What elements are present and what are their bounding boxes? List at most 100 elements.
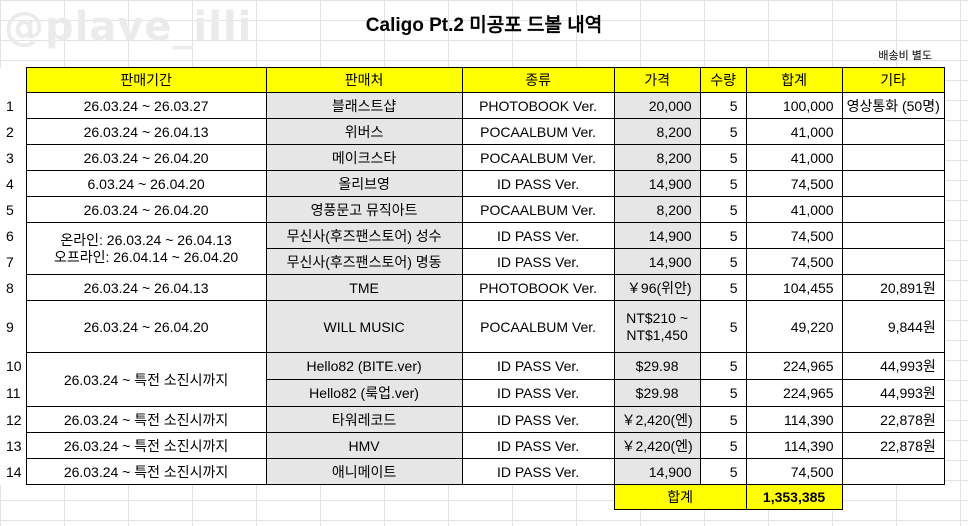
- cell-total: 114,390: [745, 432, 843, 459]
- cell-price: 14,900: [613, 458, 701, 485]
- cell-qty: 5: [699, 379, 747, 407]
- table-row: 2 26.03.24 ~ 26.04.13 위버스 POCAALBUM Ver.…: [0, 118, 945, 145]
- grand-total-row: 합계 1,353,385: [0, 484, 944, 510]
- cell-total: 100,000: [745, 92, 843, 119]
- cell-etc: 22,878원: [841, 432, 945, 459]
- cell-period: 26.03.24 ~ 26.03.27: [25, 92, 267, 119]
- cell-seller: 위버스: [265, 118, 463, 145]
- row-number: 12: [0, 406, 27, 433]
- cell-etc: 22,878원: [841, 406, 945, 433]
- cell-qty: 5: [699, 458, 747, 485]
- cell-price: 8,200: [613, 144, 701, 171]
- cell-period: 26.03.24 ~ 특전 소진시까지: [25, 406, 267, 433]
- cell-seller: 타워레코드: [265, 406, 463, 433]
- cell-type: POCAALBUM Ver.: [461, 118, 615, 145]
- row-number: 3: [0, 144, 27, 171]
- table-row: 6 온라인: 26.03.24 ~ 26.04.13 오프라인: 26.04.1…: [0, 222, 945, 275]
- price-min: NT$210 ~: [626, 309, 689, 326]
- cell-period: 26.03.24 ~ 26.04.20: [25, 144, 267, 171]
- cell-type: ID PASS Ver.: [461, 379, 615, 407]
- cell-price: 14,900: [613, 170, 701, 197]
- cell-seller: HMV: [265, 432, 463, 459]
- cell-type: ID PASS Ver.: [461, 406, 615, 433]
- cell-price: ￥2,420(엔): [613, 406, 701, 433]
- cell-total: 41,000: [745, 144, 843, 171]
- cell-qty: 5: [699, 144, 747, 171]
- price-max: NT$1,450: [626, 326, 688, 343]
- row-number: 11: [0, 379, 27, 407]
- cell-etc: 영상통화 (50명): [841, 92, 945, 119]
- cell-total: 41,000: [745, 196, 843, 223]
- cell-etc: 44,993원: [841, 352, 945, 380]
- cell-type: ID PASS Ver.: [461, 432, 615, 459]
- row-number: 5: [0, 196, 27, 223]
- cell-etc: [841, 222, 945, 249]
- cell-type: ID PASS Ver.: [461, 352, 615, 380]
- cell-total: 74,500: [745, 458, 843, 485]
- cell-price: 20,000: [613, 92, 701, 119]
- period-offline: 오프라인: 26.04.14 ~ 26.04.20: [53, 248, 239, 265]
- cell-total: 41,000: [745, 118, 843, 145]
- cell-period: 26.03.24 ~ 특전 소진시까지: [25, 352, 267, 407]
- header-qty: 수량: [699, 67, 747, 93]
- cell-period: 26.03.24 ~ 26.04.20: [25, 196, 267, 223]
- cell-etc: [841, 170, 945, 197]
- cell-price: 8,200: [613, 118, 701, 145]
- header-period: 판매기간: [25, 67, 267, 93]
- cell-period: 26.03.24 ~ 26.04.20: [25, 300, 267, 353]
- cell-qty: 5: [699, 274, 747, 301]
- table-row: 9 26.03.24 ~ 26.04.20 WILL MUSIC POCAALB…: [0, 300, 945, 353]
- table-row: 14 26.03.24 ~ 특전 소진시까지 애니메이트 ID PASS Ver…: [0, 458, 945, 485]
- row-number: 6: [0, 222, 27, 249]
- row-number: 9: [0, 300, 27, 353]
- grand-total-value: 1,353,385: [745, 484, 843, 510]
- row-number: 7: [0, 248, 27, 275]
- cell-total: 49,220: [745, 300, 843, 353]
- cell-qty: 5: [699, 92, 747, 119]
- watermark: @plave_illi: [4, 4, 253, 50]
- cell-qty: 5: [699, 118, 747, 145]
- cell-type: ID PASS Ver.: [461, 222, 615, 249]
- cell-total: 224,965: [745, 352, 843, 380]
- sheet-title: Caligo Pt.2 미공포 드볼 내역: [365, 15, 603, 36]
- cell-type: ID PASS Ver.: [461, 458, 615, 485]
- cell-seller: 무신사(후즈팬스토어) 명동: [265, 248, 463, 275]
- row-number: 14: [0, 458, 27, 485]
- table-row: 13 26.03.24 ~ 특전 소진시까지 HMV ID PASS Ver. …: [0, 432, 945, 459]
- cell-qty: 5: [699, 170, 747, 197]
- row-number: 1: [0, 92, 27, 119]
- row-number: 4: [0, 170, 27, 197]
- cell-qty: 5: [699, 300, 747, 353]
- cell-seller: Hello82 (룩업.ver): [265, 379, 463, 407]
- cell-type: ID PASS Ver.: [461, 248, 615, 275]
- cell-price: 8,200: [613, 196, 701, 223]
- cell-seller: 블래스트샵: [265, 92, 463, 119]
- cell-period: 26.03.24 ~ 특전 소진시까지: [25, 458, 267, 485]
- cell-type: POCAALBUM Ver.: [461, 196, 615, 223]
- cell-etc: [841, 248, 945, 275]
- cell-type: PHOTOBOOK Ver.: [461, 274, 615, 301]
- row-number: 13: [0, 432, 27, 459]
- table-row: 12 26.03.24 ~ 특전 소진시까지 타워레코드 ID PASS Ver…: [0, 406, 945, 433]
- cell-qty: 5: [699, 432, 747, 459]
- cell-period: 온라인: 26.03.24 ~ 26.04.13 오프라인: 26.04.14 …: [25, 222, 267, 275]
- cell-etc: [841, 458, 945, 485]
- cell-price: $29.98: [613, 352, 701, 380]
- cell-seller: 메이크스타: [265, 144, 463, 171]
- table-row: 4 6.03.24 ~ 26.04.20 올리브영 ID PASS Ver. 1…: [0, 170, 945, 197]
- cell-seller: Hello82 (BITE.ver): [265, 352, 463, 380]
- header-seller: 판매처: [265, 67, 463, 93]
- cell-seller: 애니메이트: [265, 458, 463, 485]
- period-online: 온라인: 26.03.24 ~ 26.04.13: [60, 231, 232, 248]
- sales-table: 판매기간 판매처 종류 가격 수량 합계 기타 1 26.03.24 ~ 26.…: [0, 67, 945, 510]
- cell-total: 74,500: [745, 170, 843, 197]
- cell-period: 26.03.24 ~ 26.04.13: [25, 118, 267, 145]
- header-row: 판매기간 판매처 종류 가격 수량 합계 기타: [0, 67, 945, 93]
- row-number-header: [0, 67, 27, 93]
- cell-etc: 9,844원: [841, 300, 945, 353]
- header-price: 가격: [613, 67, 701, 93]
- cell-price: ￥2,420(엔): [613, 432, 701, 459]
- cell-etc: [841, 196, 945, 223]
- cell-period: 26.03.24 ~ 26.04.13: [25, 274, 267, 301]
- cell-price: 14,900: [613, 248, 701, 275]
